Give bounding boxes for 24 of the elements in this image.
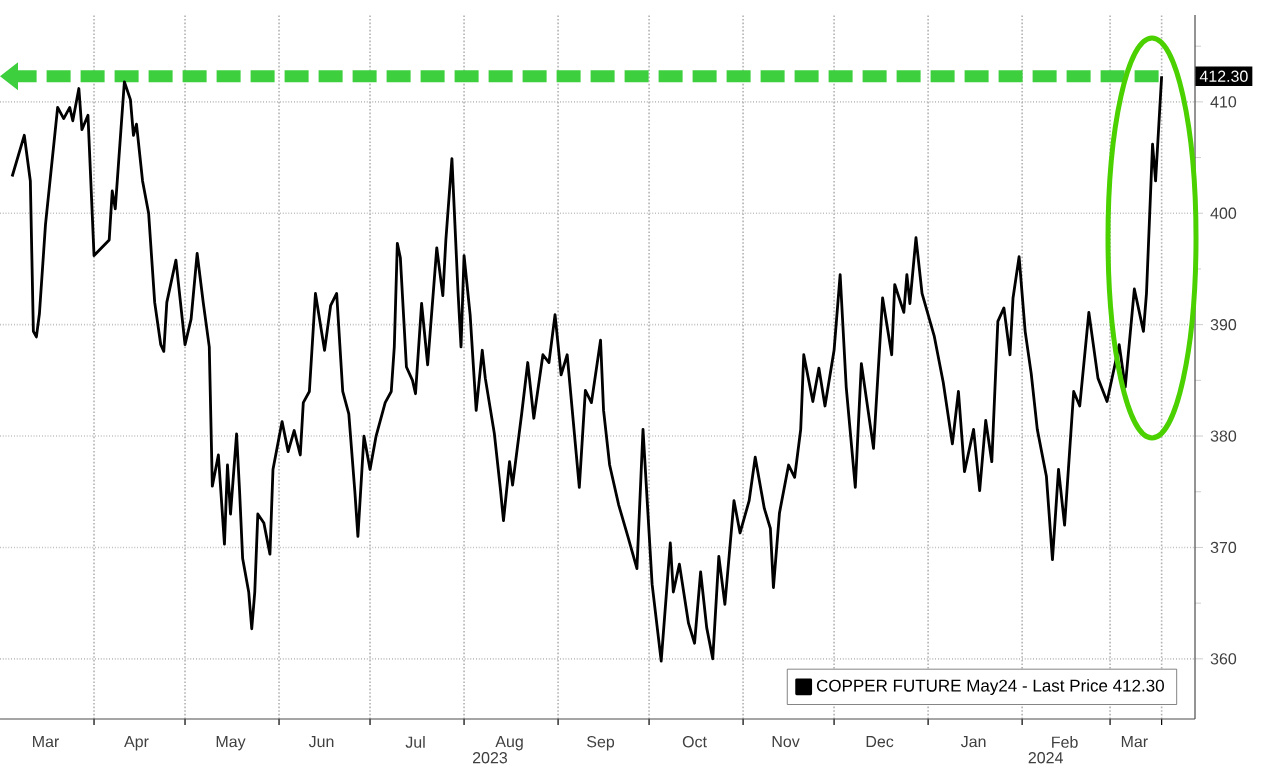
x-tick-label: Apr <box>124 736 149 751</box>
y-tick-label: 360 <box>1210 653 1237 665</box>
x-tick-label: Jul <box>405 736 425 748</box>
x-tick-label: Mar <box>1121 736 1148 748</box>
x-tick-label: Oct <box>682 736 707 748</box>
legend-label: COPPER FUTURE May24 - Last Price 412.30 <box>816 679 1164 696</box>
y-tick-label: 370 <box>1210 541 1237 554</box>
x-tick-label: May <box>216 736 246 751</box>
line-series <box>10 74 1164 663</box>
x-tick-label: Jun <box>308 736 334 748</box>
x-tick-label: Mar <box>33 736 59 748</box>
y-tick-label: 410 <box>1210 96 1237 108</box>
text: 2023 <box>472 752 508 764</box>
text: 2024 <box>1028 752 1063 764</box>
x-tick-label: Jan <box>960 736 986 748</box>
ref-line-label: 412.30 <box>1199 70 1248 82</box>
y-tick-label: 400 <box>1210 207 1237 219</box>
y-tick-label: 380 <box>1210 430 1237 442</box>
x-tick-label: Sep <box>587 736 615 751</box>
x-tick-label: Feb <box>1052 736 1078 748</box>
y-tick-label: 390 <box>1210 319 1237 331</box>
x-tick-label: Nov <box>772 736 800 748</box>
x-tick-label: Dec <box>866 736 894 748</box>
x-tick-label: Aug <box>495 736 523 751</box>
